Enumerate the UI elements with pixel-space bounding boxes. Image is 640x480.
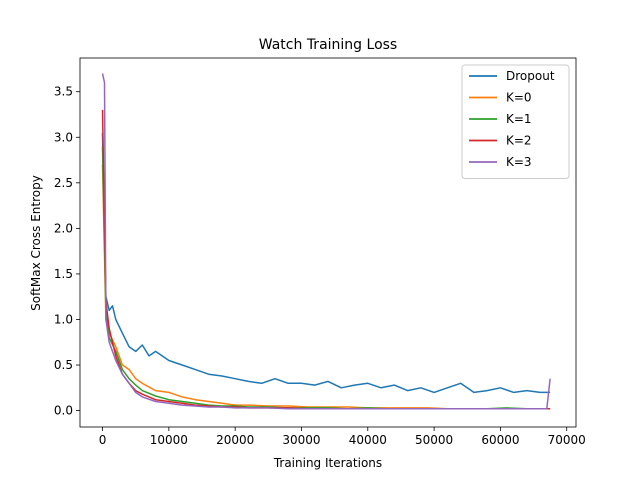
y-tick-label: 1.5 <box>54 267 73 281</box>
y-tick-label: 3.0 <box>54 130 73 144</box>
y-tick-label: 3.5 <box>54 85 73 99</box>
y-tick-label: 1.0 <box>54 312 73 326</box>
legend-label: K=1 <box>506 112 532 126</box>
plot-series-group <box>101 73 551 410</box>
x-tick-label: 70000 <box>548 433 586 447</box>
legend-label: Dropout <box>506 69 555 83</box>
legend-label: K=0 <box>506 91 532 105</box>
chart-title: Watch Training Loss <box>259 37 397 53</box>
y-axis-label: SoftMax Cross Entropy <box>29 175 43 311</box>
series-line-k-3 <box>101 73 551 410</box>
x-tick-label: 60000 <box>481 433 519 447</box>
x-tick-label: 40000 <box>349 433 387 447</box>
x-tick-label: 20000 <box>216 433 254 447</box>
x-tick-label: 10000 <box>150 433 188 447</box>
axes-group: 0 10000 20000 30000 40000 50000 60000 70000 0.0 0… <box>54 57 586 447</box>
y-tick-label: 0.0 <box>54 404 73 418</box>
legend-label: K=2 <box>506 134 532 148</box>
x-tick-label: 30000 <box>282 433 320 447</box>
legend-label: K=3 <box>506 155 532 169</box>
x-axis-label: Training Iterations <box>273 456 382 470</box>
y-tick-label: 2.5 <box>54 176 73 190</box>
y-tick-label: 0.5 <box>54 358 73 372</box>
y-tick-label: 2.0 <box>54 221 73 235</box>
plot-frame <box>79 57 577 428</box>
legend-box <box>461 64 570 179</box>
series-line-dropout <box>101 132 551 394</box>
legend: Dropout K=0 K=1 K=2 K=3 <box>461 64 570 179</box>
x-tick-label: 0 <box>99 433 107 447</box>
x-tick-label: 50000 <box>415 433 453 447</box>
